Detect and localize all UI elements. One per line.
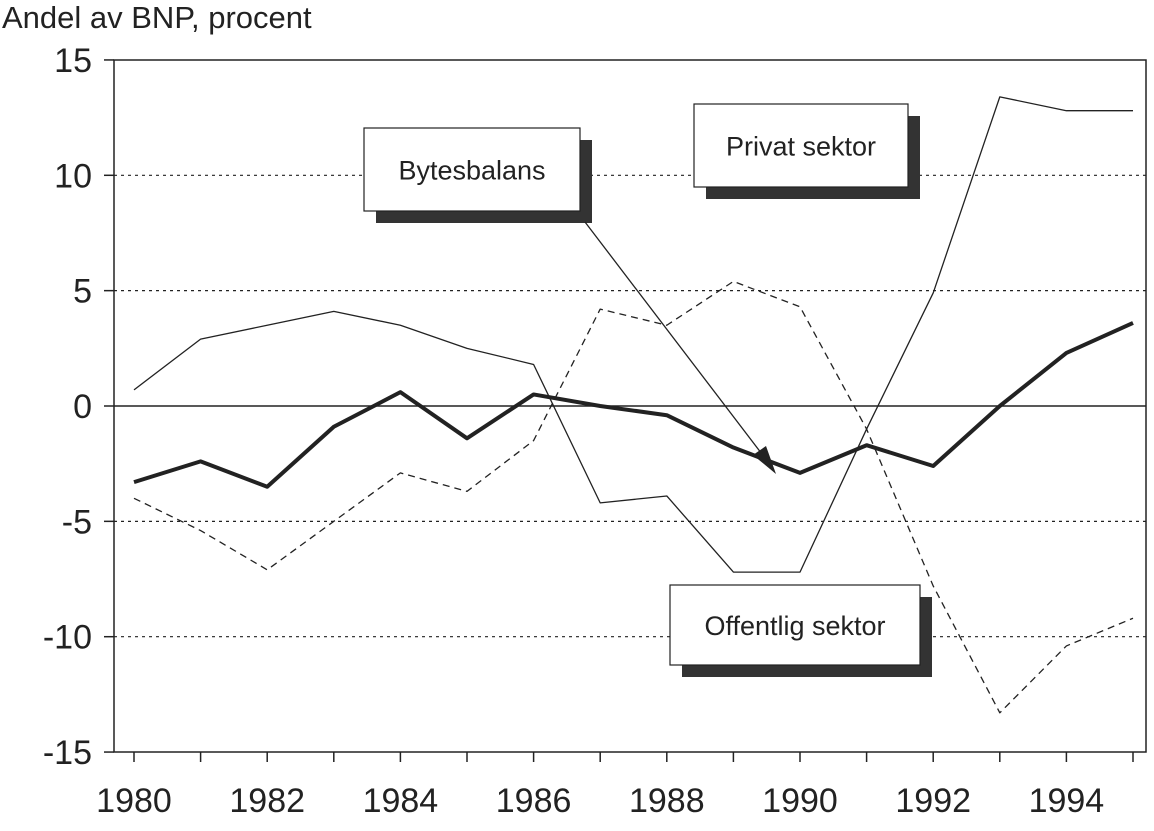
series-line-bytesbalans [133,321,1134,489]
series-label: Bytesbalans [398,156,545,186]
series-label-box [693,103,909,188]
x-tick-label: 1982 [229,782,305,820]
series-label: Privat sektor [726,132,876,162]
y-tick-label: 5 [73,273,92,311]
x-tick-label: 1990 [762,782,838,820]
x-tick-label: 1986 [496,782,572,820]
series-line-offentlig-sektor [133,280,1134,714]
x-tick-label: 1992 [895,782,971,820]
y-tick-label: 10 [54,157,92,195]
arrowhead-icon [753,446,776,474]
x-tick-label: 1988 [629,782,705,820]
y-tick-label: -10 [43,619,92,657]
y-tick-label: -5 [62,503,92,541]
y-tick-label: 0 [73,388,92,426]
series-label-box [363,127,581,212]
y-tick-label: 15 [54,42,92,80]
x-tick-label: 1984 [363,782,439,820]
y-axis-label: Andel av BNP, procent [2,0,312,35]
x-tick-label: 1994 [1029,782,1105,820]
series-line-privat-sektor [133,96,1133,573]
x-tick-label: 1980 [96,782,172,820]
series-label-box [669,584,921,666]
label-pointer-arrow [584,221,769,463]
y-tick-label: -15 [43,734,92,772]
series-label: Offentlig sektor [704,611,885,641]
